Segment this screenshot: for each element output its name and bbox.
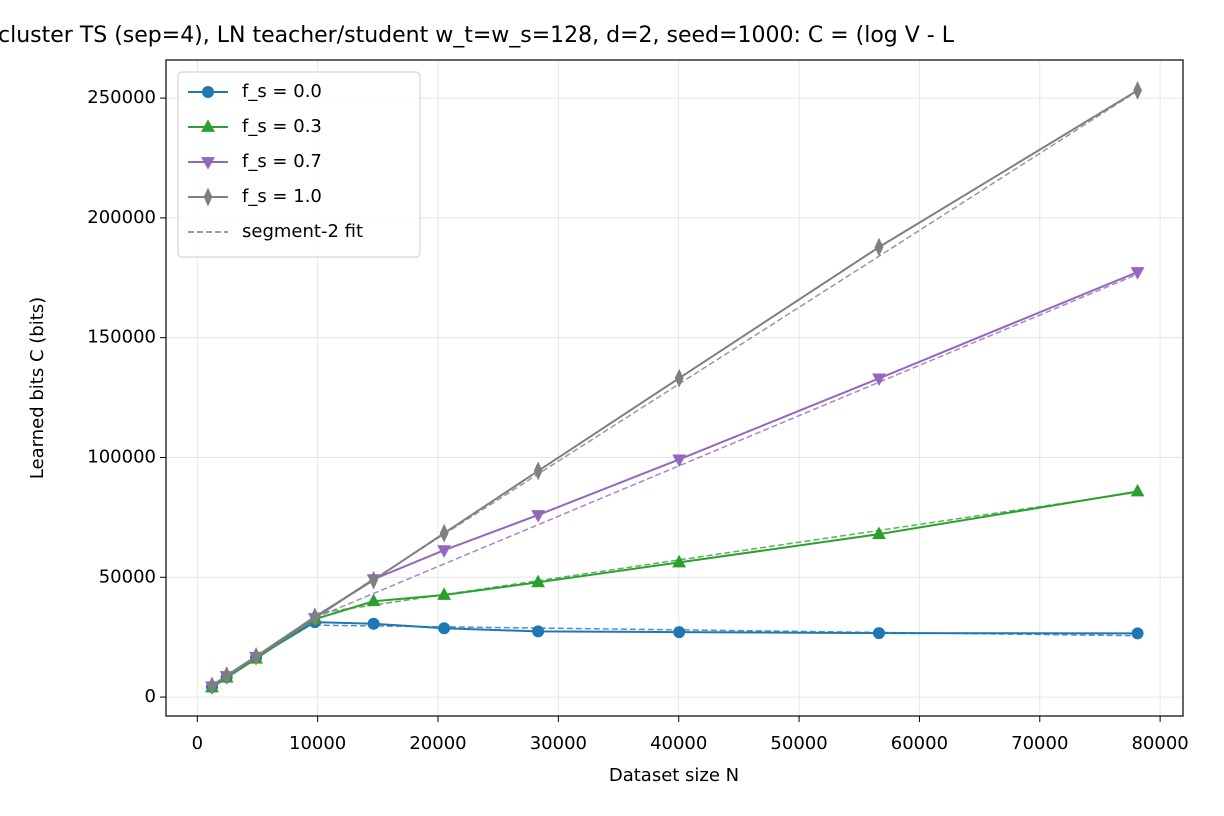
point — [222, 666, 232, 685]
legend-label: f_s = 0.3 — [242, 116, 322, 137]
legend: f_s = 0.0 f_s = 0.3 f_s = 0.7 f_s = 1.0 segm… — [177, 71, 421, 258]
point — [531, 510, 546, 523]
y-tick-label: 150000 — [87, 327, 156, 348]
legend-label: segment-2 fit — [242, 221, 363, 242]
legend-marker — [201, 119, 215, 132]
point — [872, 526, 886, 540]
chart-title: cluster TS (sep=4), LN teacher/student w… — [0, 23, 955, 48]
point — [366, 593, 381, 607]
point — [437, 587, 452, 600]
legend-marker — [202, 86, 214, 98]
point — [531, 574, 546, 588]
series-line — [211, 490, 1138, 689]
point — [532, 625, 545, 638]
y-tick-label: 250000 — [87, 87, 156, 108]
legend-box — [177, 71, 421, 258]
point — [437, 545, 452, 558]
point — [367, 617, 380, 630]
x-tick-label: 60000 — [891, 733, 948, 754]
point — [1130, 483, 1145, 497]
series-line — [211, 89, 1139, 687]
y-tick-label: 0 — [145, 686, 156, 707]
point — [872, 373, 886, 387]
point — [439, 523, 449, 543]
point — [533, 461, 543, 481]
x-tick-label: 0 — [192, 733, 203, 754]
x-tick-label: 70000 — [1011, 733, 1068, 754]
legend-label: f_s = 0.7 — [242, 151, 322, 172]
legend-marker — [201, 157, 215, 170]
x-tick-label: 10000 — [289, 733, 346, 754]
point — [310, 607, 320, 627]
point — [1130, 267, 1145, 280]
x-tick-label: 40000 — [650, 733, 707, 754]
x-tick-label: 80000 — [1131, 733, 1188, 754]
x-axis-label: Dataset size N — [609, 765, 739, 786]
point — [872, 627, 885, 640]
fit-line — [314, 273, 1138, 619]
point — [1133, 80, 1142, 100]
point — [673, 626, 686, 639]
y-tick-label: 50000 — [99, 566, 156, 587]
y-tick-label: 200000 — [87, 207, 156, 228]
legend-marker — [203, 187, 213, 207]
point — [674, 368, 684, 388]
point — [369, 570, 378, 590]
y-axis-label: Learned bits C (bits) — [27, 297, 48, 479]
point — [251, 646, 261, 666]
y-tick-label: 100000 — [87, 446, 156, 467]
point — [672, 454, 687, 468]
point — [207, 676, 217, 696]
point — [1131, 627, 1144, 640]
legend-label: f_s = 1.0 — [242, 186, 322, 207]
point — [874, 237, 884, 257]
x-tick-label: 20000 — [409, 733, 466, 754]
x-tick-label: 30000 — [530, 733, 587, 754]
plot-frame — [165, 59, 1184, 717]
point — [438, 622, 451, 635]
point — [672, 554, 687, 568]
legend-label: f_s = 0.0 — [242, 81, 322, 102]
x-tick-label: 50000 — [770, 733, 827, 754]
